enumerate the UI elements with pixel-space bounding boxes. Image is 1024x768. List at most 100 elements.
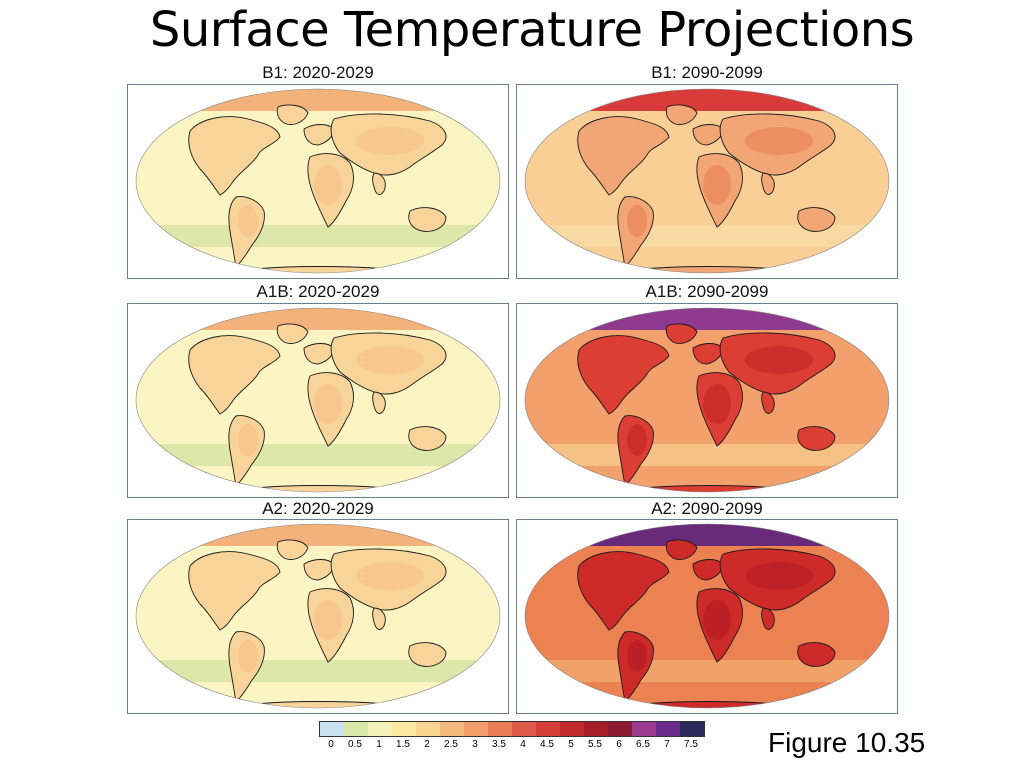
legend-label: 1	[376, 739, 382, 750]
hotspot-south-america	[627, 205, 647, 237]
antarctica-landmass	[626, 701, 798, 708]
legend-label: 5	[568, 739, 574, 750]
hotspot-africa	[314, 165, 342, 205]
map-a1b-2090	[516, 303, 898, 498]
southern-ocean-band	[136, 225, 500, 247]
legend-color-bar	[319, 721, 705, 737]
southern-ocean-band	[525, 660, 889, 682]
legend-swatch	[536, 722, 560, 736]
panel-title-a1b-2090: A1B: 2090-2099	[645, 282, 769, 301]
map-a2-2090	[516, 519, 898, 714]
legend-swatch	[344, 722, 368, 736]
legend-swatch	[680, 722, 704, 736]
world-map	[524, 88, 890, 274]
map-b1-2090	[516, 84, 898, 279]
legend-swatch	[488, 722, 512, 736]
legend-label: 0	[328, 739, 334, 750]
legend-label: 4	[520, 739, 526, 750]
hotspot-asia	[745, 127, 813, 155]
australia-landmass	[408, 426, 447, 451]
legend-label: 6	[616, 739, 622, 750]
north-america-landmass	[577, 551, 670, 631]
legend-swatch	[608, 722, 632, 736]
legend-label: 2.5	[444, 739, 458, 750]
antarctica-landmass	[237, 266, 409, 273]
legend-label: 1.5	[396, 739, 410, 750]
legend-label: 7.5	[684, 739, 698, 750]
hotspot-africa	[314, 600, 342, 640]
australia-landmass	[797, 426, 836, 451]
greenland-landmass	[665, 539, 698, 560]
legend-label: 7	[664, 739, 670, 750]
greenland-landmass	[665, 323, 698, 344]
antarctica-landmass	[626, 266, 798, 273]
hotspot-south-america	[238, 205, 258, 237]
hotspot-south-america	[627, 640, 647, 672]
hotspot-africa	[703, 384, 731, 424]
north-america-landmass	[577, 335, 670, 415]
world-map	[135, 307, 501, 493]
antarctica-landmass	[626, 485, 798, 492]
australia-landmass	[408, 207, 447, 232]
legend-swatch	[656, 722, 680, 736]
europe-landmass	[692, 559, 724, 581]
southern-ocean-band	[136, 660, 500, 682]
europe-landmass	[303, 343, 335, 365]
europe-landmass	[303, 124, 335, 146]
hotspot-asia	[356, 127, 424, 155]
greenland-landmass	[276, 323, 309, 344]
north-america-landmass	[577, 116, 670, 196]
legend-label: 3.5	[492, 739, 506, 750]
legend-label: 3	[472, 739, 478, 750]
legend-label: 4.5	[540, 739, 554, 750]
europe-landmass	[692, 343, 724, 365]
legend-swatch	[320, 722, 344, 736]
legend-label: 2	[424, 739, 430, 750]
southern-ocean-band	[136, 444, 500, 466]
hotspot-asia	[745, 346, 813, 374]
north-america-landmass	[188, 551, 281, 631]
antarctica-landmass	[237, 485, 409, 492]
hotspot-south-america	[238, 424, 258, 456]
legend-swatch	[440, 722, 464, 736]
panel-title-a2-2090: A2: 2090-2099	[651, 499, 763, 518]
globe-outline	[135, 307, 501, 493]
north-america-landmass	[188, 116, 281, 196]
panel-title-a2-2020: A2: 2020-2029	[262, 499, 374, 518]
legend-swatch	[416, 722, 440, 736]
world-map	[135, 88, 501, 274]
greenland-landmass	[665, 104, 698, 125]
hotspot-africa	[703, 600, 731, 640]
hotspot-asia	[356, 346, 424, 374]
southern-ocean-band	[525, 225, 889, 247]
india-landmass	[761, 607, 775, 630]
map-a2-2020	[127, 519, 509, 714]
hotspot-south-america	[238, 640, 258, 672]
legend-swatch	[584, 722, 608, 736]
globe-outline	[524, 88, 890, 274]
globe-outline	[524, 523, 890, 709]
india-landmass	[372, 172, 386, 195]
europe-landmass	[303, 559, 335, 581]
panel-title-a1b-2020: A1B: 2020-2029	[256, 282, 380, 301]
southern-ocean-band	[525, 444, 889, 466]
legend-labels: 0 0.5 1 1.5 2 2.5 3 3.5 4 4.5 5 5.5 6 6.5 7 7.5	[319, 737, 705, 751]
hotspot-africa	[314, 384, 342, 424]
legend-swatch	[632, 722, 656, 736]
legend-swatch	[392, 722, 416, 736]
globe-outline	[135, 523, 501, 709]
europe-landmass	[692, 124, 724, 146]
legend-label: 6.5	[636, 739, 650, 750]
australia-landmass	[797, 642, 836, 667]
legend-label: 0.5	[348, 739, 362, 750]
antarctica-landmass	[237, 701, 409, 708]
legend-swatch	[512, 722, 536, 736]
figure-label: Figure 10.35	[768, 727, 926, 758]
greenland-landmass	[276, 104, 309, 125]
india-landmass	[761, 172, 775, 195]
legend-swatch	[368, 722, 392, 736]
north-america-landmass	[188, 335, 281, 415]
slide-title: Surface Temperature Projections	[149, 2, 915, 58]
legend-label: 5.5	[588, 739, 602, 750]
color-legend: 0 0.5 1 1.5 2 2.5 3 3.5 4 4.5 5 5.5 6 6.5 7 7.5	[319, 721, 705, 751]
